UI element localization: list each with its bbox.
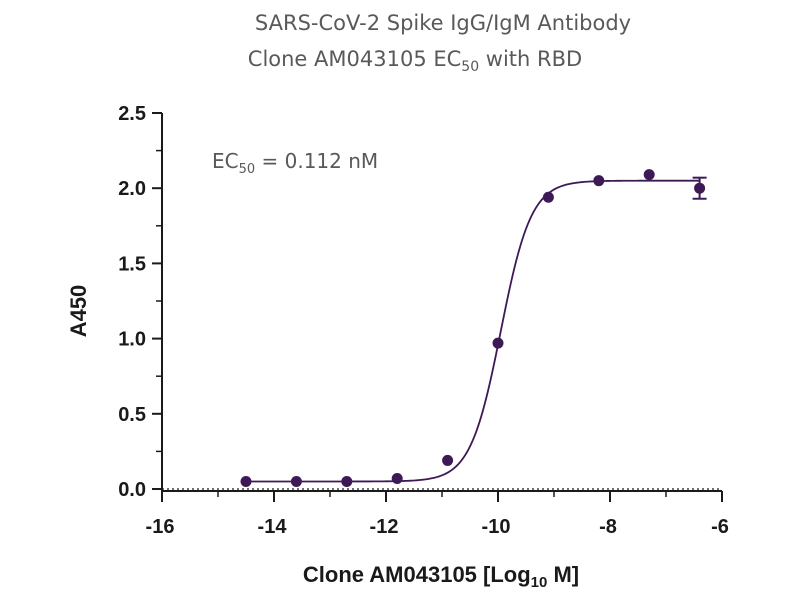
data-point [593, 175, 605, 187]
x-axis-title-tail: M] [547, 562, 579, 587]
ec50-annotation-tail: = 0.112 nM [255, 149, 378, 173]
x-axis-title: Clone AM043105 [Log10 M] [303, 562, 579, 591]
x-axis-title-sub: 10 [531, 574, 548, 591]
x-tick-label: -16 [146, 516, 175, 538]
ec50-annotation-main: EC [212, 149, 239, 173]
data-points [240, 169, 707, 487]
x-tick-label: -8 [599, 516, 617, 538]
y-tick-label: 0.0 [118, 479, 146, 501]
chart-title-line2-tail: with RBD [479, 47, 582, 71]
data-point [694, 182, 706, 194]
x-axis-title-main: Clone AM043105 [Log [303, 562, 531, 587]
chart-title-line2-main: Clone AM043105 EC [248, 47, 462, 71]
x-tick-label: -10 [482, 516, 511, 538]
data-point [290, 475, 302, 487]
y-axis-title: A450 [66, 285, 91, 338]
data-point [341, 475, 353, 487]
y-axis-ticks: 0.0 0.5 1.0 1.5 2.0 2.5 [118, 103, 162, 501]
x-axis-ticks: -16 -14 -12 -10 -8 -6 [146, 491, 729, 538]
ec50-annotation: EC50 = 0.112 nM [212, 149, 378, 177]
chart-title-line1: SARS-CoV-2 Spike IgG/IgM Antibody [255, 11, 631, 35]
x-tick-label: -12 [370, 516, 399, 538]
data-point [542, 191, 554, 203]
y-tick-label: 1.0 [118, 329, 146, 351]
data-point [240, 475, 252, 487]
fit-curve [246, 179, 700, 483]
data-point [492, 337, 504, 349]
ec50-annotation-sub: 50 [239, 162, 256, 177]
chart-title-line2-sub: 50 [461, 59, 479, 75]
data-point [391, 472, 403, 484]
x-tick-label: -14 [258, 516, 288, 538]
x-tick-label: -6 [711, 516, 729, 538]
y-tick-label: 0.5 [118, 404, 146, 426]
chart-title-line2: Clone AM043105 EC50 with RBD [248, 47, 582, 75]
data-point [643, 169, 655, 181]
y-tick-label: 2.0 [118, 178, 146, 200]
y-tick-label: 1.5 [118, 253, 146, 275]
y-tick-label: 2.5 [118, 103, 146, 125]
data-point [442, 454, 454, 466]
